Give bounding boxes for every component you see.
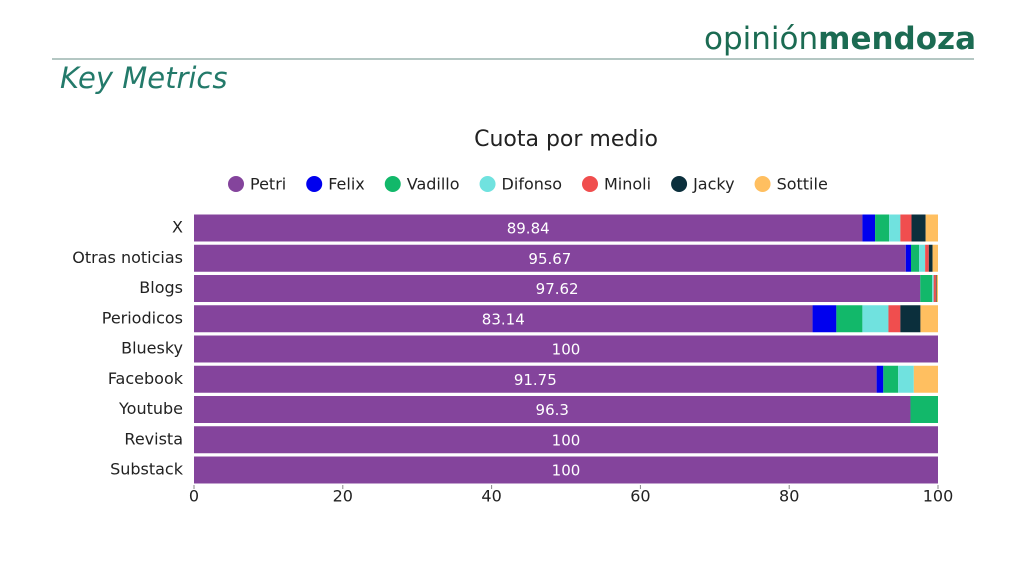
legend-label: Felix [328, 175, 365, 194]
bar-segment [875, 214, 890, 242]
brand-bold: mendoza [818, 21, 976, 57]
bar-segment [932, 244, 938, 272]
y-tick-label: Facebook [108, 369, 184, 388]
bar-segment [925, 214, 938, 242]
bar-segment [928, 244, 933, 272]
bar-segment [194, 244, 906, 272]
bar-segment [194, 426, 938, 454]
bar-segment [194, 396, 911, 423]
y-tick-label: X [172, 218, 183, 237]
bar-segment [920, 275, 933, 302]
legend-label: Difonso [502, 175, 562, 194]
bar-segment [898, 365, 914, 393]
bar-segment [836, 305, 863, 333]
x-tick-label: 0 [189, 487, 199, 506]
bar-segment [910, 244, 920, 272]
legend-marker [479, 176, 496, 192]
bar-segment [194, 365, 877, 393]
data-label: 100 [552, 341, 581, 359]
data-label: 83.14 [482, 310, 525, 328]
data-label: 89.84 [507, 220, 550, 238]
bar-segment [862, 214, 876, 242]
legend-label: Petri [250, 175, 286, 194]
legend-label: Vadillo [407, 175, 460, 194]
data-label: 100 [552, 431, 581, 449]
bar-segment [194, 456, 938, 484]
bar-segment [911, 214, 926, 242]
bar-segment [876, 365, 884, 393]
legend-marker [384, 176, 401, 192]
data-label: 100 [552, 462, 581, 480]
legend-label: Sottile [777, 175, 828, 194]
bar-segment [194, 335, 938, 363]
bar-segment [935, 275, 937, 302]
legend-label: Jacky [692, 175, 734, 194]
data-label: 96.3 [536, 401, 569, 419]
bar-segment [889, 214, 901, 242]
legend-marker [754, 176, 771, 192]
x-tick-label: 80 [779, 487, 799, 506]
brand-light: opinión [704, 21, 818, 57]
bar-segment [925, 244, 929, 272]
bar-segment [920, 305, 938, 333]
subtitle: Key Metrics [60, 61, 227, 95]
bar-segment [913, 365, 938, 393]
x-tick-label: 20 [333, 487, 353, 506]
bar-segment [910, 396, 938, 423]
bar-segment [194, 214, 863, 242]
bar-segment [919, 244, 926, 272]
bar-segment [933, 275, 936, 302]
y-tick-label: Otras noticias [72, 248, 183, 267]
legend-marker [671, 176, 688, 192]
legend-label: Minoli [604, 175, 651, 194]
data-label: 97.62 [536, 280, 579, 298]
bar-segment [932, 275, 934, 302]
data-label: 95.67 [528, 250, 571, 268]
bar-segment [900, 214, 912, 242]
bar-segment [194, 305, 813, 333]
chart-title: Cuota por medio [474, 127, 658, 152]
y-tick-label: Bluesky [121, 339, 183, 358]
data-label: 91.75 [514, 371, 557, 389]
x-tick-label: 100 [923, 487, 954, 506]
y-tick-label: Revista [124, 429, 183, 448]
bar-segment [888, 305, 901, 333]
legend-marker [582, 176, 598, 192]
y-tick-label: Periodicos [102, 308, 183, 327]
bar-segment [905, 244, 911, 272]
legend-marker [306, 176, 323, 192]
x-tick-label: 40 [481, 487, 501, 506]
bar-segment [936, 275, 938, 302]
y-tick-label: Blogs [139, 278, 183, 297]
legend-marker [228, 176, 244, 192]
bar-segment [883, 365, 899, 393]
y-tick-label: Youtube [118, 399, 183, 418]
bar-segment [900, 305, 921, 333]
brand: opiniónmendoza [704, 21, 976, 57]
y-tick-label: Substack [110, 460, 184, 479]
x-tick-label: 60 [630, 487, 650, 506]
bar-segment [194, 275, 921, 302]
bar-segment [812, 305, 837, 333]
bar-segment [862, 305, 889, 333]
